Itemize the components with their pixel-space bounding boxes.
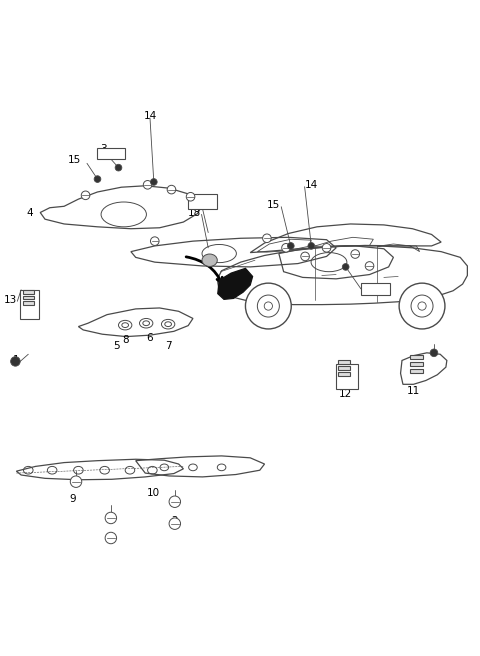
Circle shape <box>399 283 445 329</box>
Ellipse shape <box>202 254 217 266</box>
Bar <box>361 283 390 295</box>
Bar <box>410 362 423 366</box>
Text: 3: 3 <box>100 144 107 154</box>
Text: 6: 6 <box>147 333 153 344</box>
Circle shape <box>288 243 294 249</box>
Text: 9: 9 <box>70 494 76 504</box>
Circle shape <box>411 295 433 317</box>
Text: 16: 16 <box>193 195 207 205</box>
Circle shape <box>150 237 159 245</box>
Bar <box>336 364 358 389</box>
Text: 11: 11 <box>407 386 420 396</box>
Circle shape <box>418 302 426 310</box>
Circle shape <box>94 176 101 182</box>
Bar <box>410 369 423 373</box>
Circle shape <box>81 191 90 199</box>
Text: 5: 5 <box>113 340 120 351</box>
Circle shape <box>169 518 180 529</box>
Text: 13: 13 <box>4 295 17 305</box>
Circle shape <box>167 185 176 194</box>
Circle shape <box>257 295 279 317</box>
Bar <box>23 301 34 305</box>
Circle shape <box>169 496 180 508</box>
Circle shape <box>365 262 374 270</box>
Circle shape <box>342 264 349 270</box>
Text: 18: 18 <box>188 207 202 218</box>
Text: 4: 4 <box>26 209 33 218</box>
Text: 14: 14 <box>144 111 156 121</box>
Text: 15: 15 <box>68 155 81 165</box>
Circle shape <box>264 302 273 310</box>
Circle shape <box>144 180 152 189</box>
Circle shape <box>301 252 310 260</box>
Bar <box>188 194 217 209</box>
Circle shape <box>351 250 360 258</box>
Circle shape <box>263 234 271 243</box>
Circle shape <box>308 243 315 249</box>
Circle shape <box>186 192 195 201</box>
Circle shape <box>11 357 20 366</box>
Circle shape <box>150 178 157 185</box>
Circle shape <box>245 283 291 329</box>
Polygon shape <box>218 268 252 299</box>
Text: 8: 8 <box>122 335 129 346</box>
Text: 12: 12 <box>339 389 352 399</box>
Text: 3: 3 <box>361 284 368 294</box>
Text: 2: 2 <box>108 533 114 543</box>
Text: 14: 14 <box>305 180 318 190</box>
Text: 7: 7 <box>165 341 171 351</box>
Circle shape <box>105 512 117 523</box>
Bar <box>23 290 34 294</box>
Text: 1: 1 <box>12 356 19 365</box>
Circle shape <box>105 532 117 544</box>
Bar <box>410 355 423 359</box>
Circle shape <box>115 164 122 171</box>
Bar <box>96 148 125 159</box>
Bar <box>338 366 350 370</box>
Text: 2: 2 <box>171 516 178 526</box>
Text: 10: 10 <box>147 487 160 498</box>
Bar <box>338 372 350 376</box>
Bar <box>23 296 34 299</box>
Text: 15: 15 <box>266 200 280 210</box>
Circle shape <box>322 243 331 252</box>
Circle shape <box>70 476 82 487</box>
Circle shape <box>430 349 438 357</box>
Circle shape <box>282 243 290 252</box>
Bar <box>20 290 39 319</box>
Bar <box>338 360 350 364</box>
